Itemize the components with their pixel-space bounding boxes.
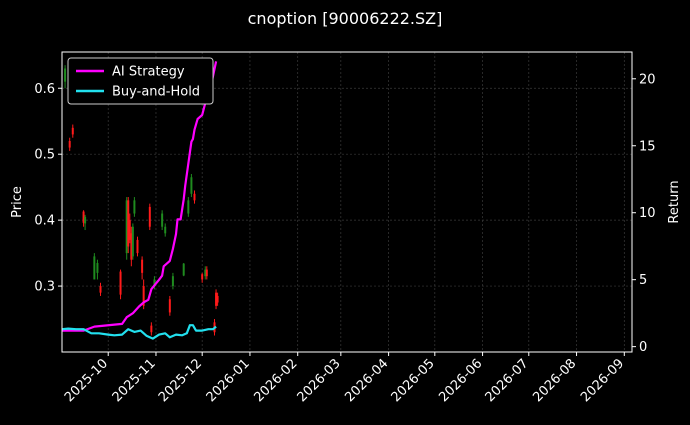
series-line-buy-and-hold [61,324,217,340]
chart-title: cnoption [90006222.SZ] [248,9,443,28]
candle-body [153,279,156,287]
y-tick-label-left: 0.4 [34,214,55,229]
candle-body [136,239,139,254]
candle-body [148,206,151,227]
candle-body [99,286,102,293]
series-line-ai-strategy [62,61,218,332]
candle-body [150,325,153,333]
candle-body [133,200,136,214]
grid [62,52,632,352]
candle-body [125,200,128,254]
y-tick-label-left: 0.5 [34,148,55,163]
candle-body [161,213,164,227]
y-axis-label-left: Price [10,186,25,218]
candle-body [130,233,133,260]
plot-frame [61,51,633,353]
series-lines [61,61,218,340]
candle-body [96,262,99,273]
x-tick-label: 2026-07 [483,356,532,405]
candle-body [68,141,71,148]
candle-body [193,193,196,201]
candle-body [168,299,171,313]
candle-body [82,211,85,223]
candle-body [205,269,208,277]
y-tick-label-right: 10 [639,206,656,221]
x-tick-label: 2026-08 [530,356,579,405]
x-tick-label: 2026-01 [204,356,253,405]
x-tick-label: 2026-04 [342,356,391,405]
legend-label-buy-and-hold: Buy-and-Hold [112,85,200,100]
x-tick-label: 2026-06 [436,356,485,405]
candle-body [142,286,145,306]
y-axis-label-right: Return [667,180,682,223]
candle-body [131,226,134,257]
x-tick-label: 2026-02 [252,356,301,405]
candle-body [190,177,193,194]
candles [64,65,219,336]
x-tick-label: 2025-10 [62,356,111,405]
candle-body [201,274,204,280]
candle-body [182,263,185,276]
legend: AI Strategy Buy-and-Hold [67,57,214,105]
x-tick-label: 2026-05 [389,356,438,405]
x-tick-label: 2026-09 [578,356,627,405]
candle-body [171,276,174,287]
legend-label-ai-strategy: AI Strategy [112,65,185,80]
candle-body [216,295,219,303]
x-tick-label: 2026-03 [295,356,344,405]
candle-body [64,68,67,82]
candle-body [128,220,131,240]
candle-body [204,269,207,277]
candle-body [119,271,122,295]
candle-body [164,226,167,234]
y-tick-label-left: 0.3 [34,280,55,295]
candle-body [71,127,74,135]
candle-body [127,200,130,247]
candle-body [84,216,87,224]
y-tick-label-right: 20 [639,72,656,87]
y-tick-label-left: 0.6 [34,82,55,97]
y-tick-label-right: 5 [639,273,647,288]
y-tick-label-right: 15 [639,139,656,154]
candle-body [93,256,96,280]
x-tick-label: 2025-11 [110,356,159,405]
candle-body [215,292,218,306]
y-tick-label-right: 0 [639,340,647,355]
x-tick-label: 2025-12 [156,356,205,405]
candle-body [141,259,144,273]
legend-box [67,57,214,105]
candle-body [187,200,190,214]
